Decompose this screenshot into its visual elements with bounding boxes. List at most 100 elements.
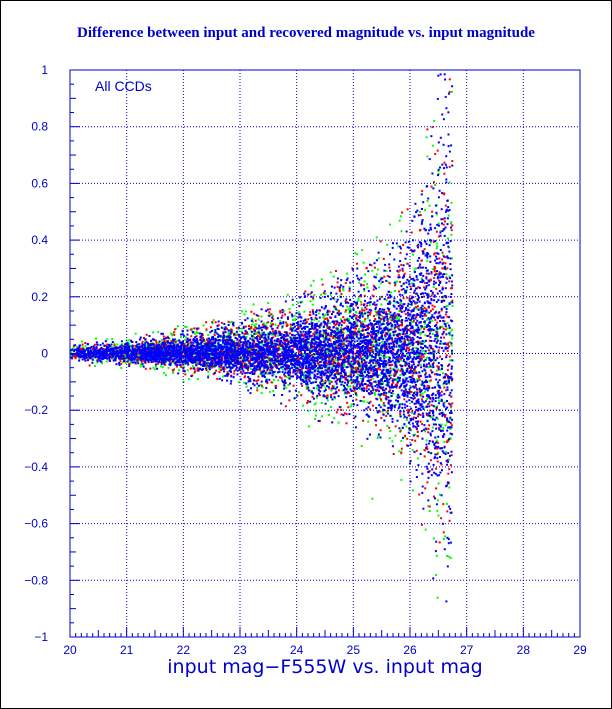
scatter-point xyxy=(286,364,289,367)
scatter-point xyxy=(345,413,348,416)
scatter-point xyxy=(417,331,420,334)
scatter-point xyxy=(273,363,276,366)
scatter-point xyxy=(411,489,414,492)
scatter-point xyxy=(307,357,310,360)
scatter-point xyxy=(262,322,265,325)
scatter-point xyxy=(270,362,273,364)
scatter-point xyxy=(407,431,410,434)
scatter-point xyxy=(303,360,306,363)
scatter-point xyxy=(450,201,453,204)
scatter-point xyxy=(129,361,132,364)
scatter-point xyxy=(435,257,438,260)
scatter-point xyxy=(401,349,404,352)
scatter-point xyxy=(255,354,258,357)
scatter-point xyxy=(341,380,344,383)
scatter-point xyxy=(256,360,259,363)
scatter-point xyxy=(351,267,354,270)
scatter-point xyxy=(369,334,372,337)
scatter-point xyxy=(333,373,336,375)
scatter-point xyxy=(415,211,418,214)
scatter-point xyxy=(285,367,288,370)
scatter-point xyxy=(78,357,81,360)
scatter-point xyxy=(304,290,307,293)
scatter-point xyxy=(239,367,242,370)
scatter-point xyxy=(349,308,352,311)
scatter-point xyxy=(277,334,280,337)
scatter-point xyxy=(407,358,410,360)
scatter-point xyxy=(202,340,205,342)
scatter-point xyxy=(205,364,208,367)
scatter-point xyxy=(366,385,369,388)
scatter-point xyxy=(75,345,78,348)
scatter-point xyxy=(325,329,328,332)
scatter-point xyxy=(200,363,203,366)
scatter-point xyxy=(422,349,425,352)
scatter-point xyxy=(233,370,236,372)
scatter-point xyxy=(169,344,172,347)
scatter-point xyxy=(314,414,317,417)
scatter-point xyxy=(349,385,352,388)
scatter-point xyxy=(340,408,343,411)
scatter-point xyxy=(331,344,334,347)
scatter-point xyxy=(363,289,366,292)
scatter-point xyxy=(401,322,404,325)
scatter-point xyxy=(426,128,429,131)
scatter-point xyxy=(162,342,165,345)
scatter-point xyxy=(254,331,257,334)
scatter-point xyxy=(442,316,445,319)
scatter-point xyxy=(375,397,378,400)
scatter-point xyxy=(416,319,419,322)
scatter-point xyxy=(364,375,367,378)
scatter-point xyxy=(415,346,418,349)
scatter-point xyxy=(311,303,314,306)
scatter-point xyxy=(306,367,308,370)
scatter-point xyxy=(382,404,385,407)
scatter-point xyxy=(265,371,268,374)
scatter-point xyxy=(402,354,405,357)
scatter-point xyxy=(236,366,238,369)
scatter-point xyxy=(209,353,212,356)
scatter-point xyxy=(379,429,382,432)
scatter-point xyxy=(169,349,172,352)
scatter-point xyxy=(395,355,398,358)
scatter-point xyxy=(433,253,436,256)
scatter-point xyxy=(320,355,323,357)
scatter-point xyxy=(433,359,436,362)
scatter-point xyxy=(390,374,393,377)
scatter-point xyxy=(356,362,359,365)
scatter-point xyxy=(376,375,379,377)
scatter-point xyxy=(430,239,433,242)
scatter-point xyxy=(154,365,157,368)
scatter-point xyxy=(372,377,375,380)
scatter-point xyxy=(194,332,197,335)
scatter-point xyxy=(327,368,330,371)
scatter-point xyxy=(246,363,249,366)
scatter-point xyxy=(407,390,409,393)
scatter-point xyxy=(317,312,320,315)
scatter-point xyxy=(291,336,294,339)
scatter-point xyxy=(232,348,234,351)
scatter-point xyxy=(434,453,437,456)
scatter-point xyxy=(413,268,416,271)
scatter-point xyxy=(348,286,351,289)
scatter-point xyxy=(431,396,434,399)
scatter-point xyxy=(317,363,320,366)
scatter-point xyxy=(448,90,451,93)
scatter-point xyxy=(399,359,402,362)
scatter-point xyxy=(297,391,300,394)
scatter-point xyxy=(437,235,440,238)
scatter-point xyxy=(420,523,423,526)
scatter-point xyxy=(342,365,345,368)
scatter-point xyxy=(307,409,310,412)
scatter-point xyxy=(120,362,123,365)
scatter-point xyxy=(403,386,406,389)
scatter-point xyxy=(233,360,236,363)
scatter-point xyxy=(262,324,265,327)
scatter-point xyxy=(303,310,306,313)
scatter-point xyxy=(417,374,420,377)
scatter-point xyxy=(87,356,90,359)
scatter-point xyxy=(421,383,424,386)
scatter-point xyxy=(347,385,349,388)
scatter-point xyxy=(221,335,224,338)
